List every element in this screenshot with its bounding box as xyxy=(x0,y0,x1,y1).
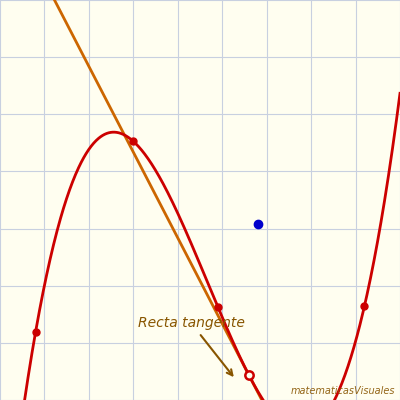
Text: matematicasVisuales: matematicasVisuales xyxy=(291,386,396,396)
Text: Recta tangente: Recta tangente xyxy=(138,316,245,375)
